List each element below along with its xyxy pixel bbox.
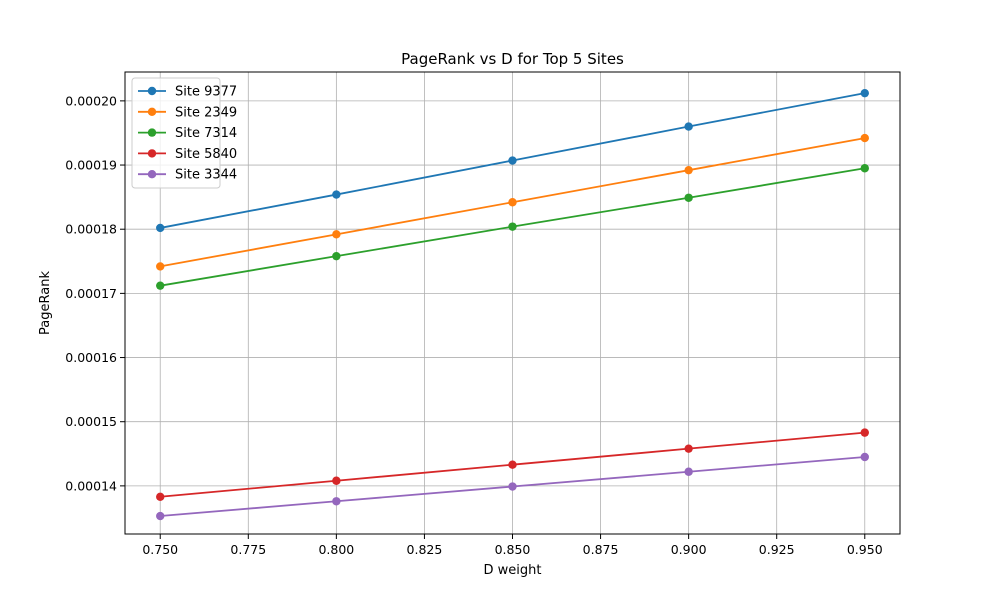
data-point: [332, 251, 341, 261]
chart-title: PageRank vs D for Top 5 Sites: [401, 50, 624, 68]
y-tick-label: 0.00014: [65, 478, 117, 493]
y-tick-label: 0.00020: [65, 93, 117, 108]
data-point: [332, 190, 341, 199]
y-tick-label: 0.00016: [65, 350, 117, 365]
legend: Site 9377 Site 2349 Site 7314 Site 5840 Site…: [131, 77, 237, 189]
y-tick-label: 0.00017: [65, 286, 117, 301]
x-tick-label: 0.925: [759, 542, 795, 557]
data-point: [508, 460, 517, 469]
x-tick-label: 0.825: [407, 542, 443, 557]
x-tick-label: 0.800: [318, 542, 354, 557]
data-point: [860, 133, 869, 143]
data-point: [156, 281, 165, 290]
data-point: [684, 467, 693, 476]
axis-ticks: 0.750 0.775 0.800 0.825 0.850 0.875 0.900 0.925…: [65, 93, 882, 557]
x-tick-label: 0.750: [142, 542, 178, 557]
data-point: [332, 476, 341, 485]
data-point: [156, 492, 165, 501]
x-tick-label: 0.775: [230, 542, 266, 557]
data-point: [860, 88, 869, 98]
x-tick-label: 0.900: [671, 542, 707, 557]
data-point: [508, 482, 517, 491]
data-point: [684, 444, 693, 453]
data-point: [684, 122, 693, 131]
data-point: [156, 262, 165, 271]
legend-swatch-marker: [147, 86, 157, 96]
y-tick-label: 0.00015: [65, 414, 117, 429]
x-tick-label: 0.850: [495, 542, 531, 557]
x-axis-title: D weight: [484, 563, 542, 578]
data-point: [332, 497, 341, 506]
legend-swatch-marker: [147, 149, 157, 158]
series-lines: [156, 88, 869, 521]
data-point: [508, 222, 517, 231]
y-tick-label: 0.00018: [65, 222, 117, 237]
x-tick-label: 0.875: [583, 542, 619, 557]
legend-label: Site 9377: [175, 85, 237, 100]
data-point: [860, 452, 869, 462]
legend-label: Site 3344: [175, 168, 237, 183]
data-point: [684, 165, 693, 175]
y-tick-label: 0.00019: [65, 158, 117, 173]
data-point: [860, 164, 869, 173]
legend-swatch-marker: [147, 128, 157, 137]
data-point: [684, 193, 693, 202]
legend-label: Site 5840: [175, 147, 237, 162]
legend-swatch-marker: [147, 107, 157, 117]
data-point: [156, 511, 165, 521]
data-point: [508, 198, 517, 207]
legend-label: Site 7314: [175, 126, 237, 141]
legend-swatch-marker: [147, 170, 157, 179]
legend-box: [131, 77, 221, 189]
legend-label: Site 2349: [175, 105, 237, 120]
data-point: [332, 230, 341, 239]
data-point: [860, 428, 869, 437]
data-point: [156, 223, 165, 233]
data-point: [508, 156, 517, 165]
x-tick-label: 0.950: [847, 542, 883, 557]
y-axis-title: PageRank: [38, 271, 53, 335]
